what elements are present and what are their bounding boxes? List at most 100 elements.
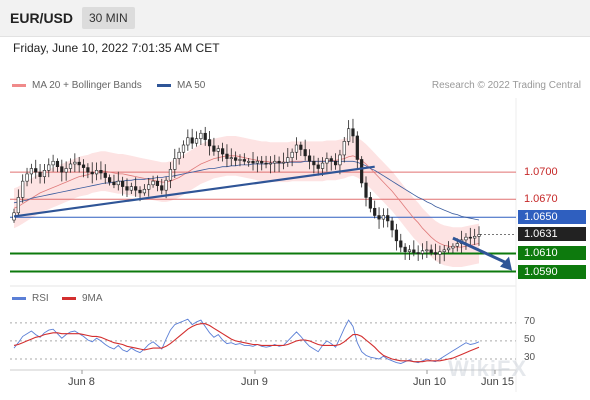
candle-body	[25, 173, 29, 182]
candle-body	[386, 215, 390, 222]
candle-body	[303, 149, 307, 157]
candle	[473, 228, 477, 245]
candle-body	[464, 236, 468, 241]
candle	[225, 144, 229, 167]
candle-body	[155, 180, 160, 186]
x-tick-label: Jun 8	[68, 376, 95, 388]
candle	[355, 131, 359, 169]
candle-body	[21, 180, 25, 198]
candle	[425, 241, 429, 258]
candle-body	[468, 236, 472, 239]
candle-body	[251, 160, 255, 164]
candle	[464, 233, 468, 250]
candle	[468, 227, 472, 248]
candle-body	[138, 189, 142, 194]
candle	[42, 163, 47, 184]
candle-body	[42, 170, 47, 177]
candle-body	[142, 188, 146, 194]
candle	[51, 154, 55, 172]
x-tick-label: Jun 15	[481, 376, 515, 388]
candle	[333, 153, 338, 170]
candle	[177, 147, 181, 165]
candle-body	[347, 128, 351, 142]
candle	[103, 164, 107, 184]
candle-body	[333, 160, 338, 166]
candle	[129, 182, 133, 194]
candle	[60, 159, 64, 182]
candle	[290, 148, 294, 167]
candle	[416, 245, 420, 261]
candle-body	[316, 164, 320, 169]
candle	[21, 174, 25, 203]
candle	[25, 167, 29, 187]
candle-body	[425, 249, 429, 252]
candle	[190, 128, 194, 149]
ma50-line	[13, 160, 480, 221]
candle	[364, 176, 368, 207]
candle	[194, 131, 199, 147]
candle	[407, 245, 412, 260]
candle-body	[242, 159, 246, 162]
candle-body	[47, 164, 51, 171]
candle-body	[273, 160, 277, 164]
candle	[199, 129, 203, 146]
candle	[281, 152, 286, 170]
candle	[386, 208, 390, 228]
price-label-1.0610: 1.0610	[518, 246, 586, 261]
candle	[108, 174, 112, 186]
candle-body	[177, 151, 181, 159]
ma50-legend: MA 50	[157, 80, 205, 91]
candle-body	[186, 137, 190, 146]
candle	[312, 155, 316, 174]
candle-body	[134, 186, 138, 191]
candle-body	[203, 132, 207, 140]
candle	[220, 142, 225, 162]
candle	[390, 217, 394, 238]
candle-body	[446, 247, 451, 251]
candle	[251, 151, 255, 171]
candle	[34, 159, 38, 179]
candle	[446, 241, 451, 253]
candle-body	[360, 159, 364, 184]
symbol-label: EUR/USD	[10, 10, 74, 26]
candle-body	[277, 160, 281, 164]
candle-body	[181, 144, 186, 153]
ma9-legend: 9MA	[62, 293, 103, 304]
price-label-1.0631: 1.0631	[518, 227, 586, 242]
candle	[242, 153, 246, 165]
candle-body	[407, 249, 412, 252]
candle-body	[381, 215, 385, 220]
candle-body	[112, 181, 116, 186]
candle-body	[216, 148, 220, 152]
candle-body	[121, 180, 125, 187]
candle	[68, 158, 73, 173]
candle-body	[307, 155, 312, 162]
rsi-tick-70: 70	[524, 315, 536, 327]
candle-body	[338, 154, 342, 166]
price-label-1.0670: 1.0670	[524, 193, 558, 206]
candle-body	[64, 168, 68, 173]
candle-body	[390, 220, 394, 231]
candle-body	[329, 158, 333, 162]
candle-body	[103, 172, 107, 178]
candle-body	[394, 229, 399, 242]
candle-body	[173, 158, 177, 170]
candle	[121, 176, 125, 196]
candle	[303, 139, 307, 161]
ma50-legend-label: MA 50	[177, 80, 206, 91]
price-label-1.0650: 1.0650	[518, 210, 586, 225]
candle	[112, 174, 116, 189]
candle	[442, 245, 446, 262]
candle	[212, 137, 216, 156]
candle-body	[207, 139, 212, 147]
candle	[451, 243, 455, 254]
candle-body	[429, 249, 433, 253]
timeframe-button[interactable]: 30 MIN	[82, 7, 135, 29]
candle	[203, 126, 207, 146]
ma20-swatch	[12, 84, 26, 87]
candle-body	[442, 249, 446, 252]
candle-body	[212, 145, 216, 152]
projection-arrow-shaft	[452, 236, 507, 264]
candle	[268, 156, 273, 174]
candle	[134, 177, 138, 197]
